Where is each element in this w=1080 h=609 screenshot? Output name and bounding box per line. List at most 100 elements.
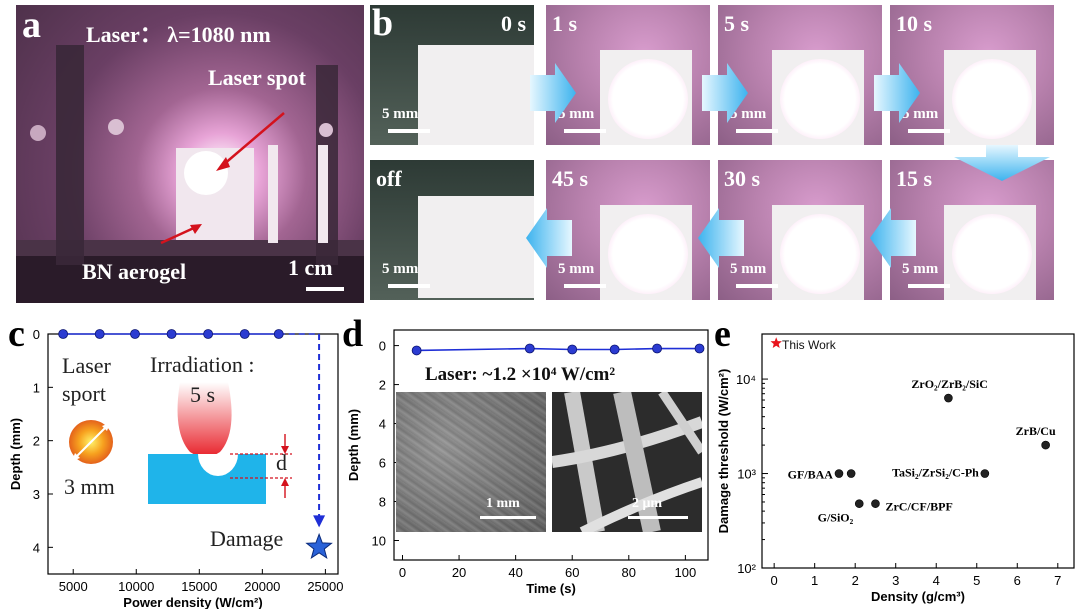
- data-point: [652, 343, 662, 354]
- frame-scale-bar: [388, 129, 430, 133]
- damage-crater: [198, 454, 238, 476]
- frame-scale-bar: [908, 129, 950, 133]
- panel-d-label: d: [342, 313, 364, 355]
- data-point: [94, 329, 105, 339]
- data-point: [834, 469, 844, 478]
- panel-e: e 0 1 2 3 4 5 6 7 10² 10³ 10⁴ Density (g/cm³) Damage…: [712, 312, 1080, 609]
- data-point: [203, 329, 214, 339]
- y-tick-label: 6: [379, 456, 386, 471]
- frame-scale-bar: [564, 129, 606, 133]
- point-label: GF/BAA: [788, 468, 834, 482]
- x-tick-label: 10000: [118, 579, 154, 594]
- depth-vs-power-chart: 5000 10000 15000 20000 25000 0 1 2 3 4 Power densi…: [8, 327, 343, 609]
- y-axis-label: Depth (mm): [8, 418, 23, 490]
- laser-power-note: Laser: ~1.2 ×10⁴ W/cm²: [425, 364, 616, 385]
- point-label: ZrB/Cu: [1016, 424, 1056, 438]
- x-tick-label: 60: [565, 565, 579, 580]
- y-tick-label: 2: [33, 434, 40, 449]
- x-axis-label: Power density (W/cm²): [123, 595, 262, 609]
- sequence-arrows: [526, 63, 1050, 268]
- frame-1s: 1 s 5 mm: [546, 5, 710, 145]
- data-point: [854, 499, 864, 508]
- y-axis-label: Depth (mm): [346, 409, 361, 481]
- panel-a-scene: [16, 45, 364, 303]
- frame-time: 15 s: [896, 166, 933, 191]
- frame-scale-label: 5 mm: [902, 261, 939, 277]
- point-label: ZrC/CF/BPF: [885, 500, 952, 514]
- data-point: [871, 499, 880, 508]
- frame-scale-label: 5 mm: [558, 261, 595, 277]
- frame-scale-bar: [564, 284, 606, 288]
- x-tick-label: 25000: [307, 579, 343, 594]
- panel-a-label: a: [22, 5, 41, 46]
- x-tick-label: 15000: [181, 579, 217, 594]
- data-point: [58, 329, 69, 339]
- y-tick-label: 3: [33, 487, 40, 502]
- data-point: [846, 469, 856, 478]
- series-line: [416, 347, 700, 352]
- data-point: [944, 393, 953, 403]
- frame-15s: 15 s 5 mm: [890, 160, 1054, 300]
- y-tick-label: 10: [372, 534, 386, 549]
- panel-a-scale-label: 1 cm: [288, 255, 333, 280]
- data-point: [694, 343, 705, 354]
- panel-c: c 5000 10000 15000 20000 25000 0 1 2 3 4 Power den…: [0, 312, 350, 609]
- y-tick-label: 4: [379, 417, 386, 432]
- legend-this-work: This Work: [782, 338, 836, 352]
- frame-time: off: [376, 166, 402, 191]
- data-point: [1041, 440, 1050, 450]
- frame-scale-bar: [736, 129, 778, 133]
- frame-scale-label: 5 mm: [902, 106, 939, 122]
- damage-threshold-chart: 0 1 2 3 4 5 6 7 10² 10³ 10⁴ Density (g/cm³) Damage t…: [716, 333, 1075, 604]
- x-tick-label: 7: [1054, 573, 1061, 588]
- arrow-right-icon: [702, 63, 748, 123]
- data-point: [567, 344, 578, 355]
- data-point: [609, 344, 620, 355]
- data-point: [980, 469, 990, 478]
- data-point: [166, 329, 177, 339]
- bn-aerogel-label: BN aerogel: [82, 259, 187, 284]
- x-tick-label: 6: [1014, 573, 1021, 588]
- panel-b-sequence: 0 s 5 mm 1 s 5 mm 5 s 5 mm 10 s 5 mm off…: [370, 2, 1065, 305]
- x-tick-label: 1: [811, 573, 818, 588]
- frame-scale-label: 5 mm: [730, 106, 767, 122]
- frame-10s: 10 s 5 mm: [890, 5, 1054, 145]
- y-tick-label: 4: [33, 540, 40, 555]
- point-label: G/SiO₂: [818, 511, 854, 525]
- laser-spot-label: Laser spot: [208, 65, 306, 90]
- this-work-star-icon: [770, 337, 782, 348]
- irradiation-duration: 5 s: [190, 382, 216, 407]
- x-tick-label: 3: [892, 573, 899, 588]
- irradiation-label: Irradiation :: [150, 352, 255, 377]
- point-label: ZrO₂/ZrB₂/SiC: [911, 377, 988, 391]
- y-tick-label: 10⁴: [736, 372, 756, 387]
- sem-left-scale-bar: [480, 516, 536, 519]
- y-tick-label: 8: [379, 495, 386, 510]
- data-point: [524, 343, 535, 354]
- laser-sport-line: sport: [62, 381, 106, 406]
- x-tick-label: 40: [508, 565, 522, 580]
- panel-a-photo: a Laser： λ=1080 nm Laser spot BN aerogel…: [16, 5, 364, 303]
- x-tick-label: 20000: [244, 579, 280, 594]
- arrow-right-icon: [874, 63, 920, 123]
- panel-b-label: b: [372, 2, 394, 44]
- sem-image-low-mag: 1 mm: [396, 392, 546, 532]
- y-tick-label: 0: [33, 327, 40, 342]
- arrow-left-icon: [870, 208, 916, 268]
- frame-scale-label: 5 mm: [558, 106, 595, 122]
- arrow-left-icon: [698, 208, 744, 268]
- plot-frame: [393, 329, 709, 561]
- data-point: [273, 329, 284, 339]
- laser-wavelength-text: Laser： λ=1080 nm: [86, 22, 271, 47]
- arrow-left-icon: [526, 208, 572, 268]
- frame-off: off 5 mm: [370, 160, 534, 300]
- x-tick-label: 2: [852, 573, 859, 588]
- x-tick-label: 20: [452, 565, 466, 580]
- sem-right-scale-label: 2 μm: [632, 496, 663, 511]
- x-axis-label: Density (g/cm³): [871, 589, 965, 604]
- y-tick-label: 1: [33, 380, 40, 395]
- arrow-right-icon: [530, 63, 576, 123]
- frame-scale-bar: [736, 284, 778, 288]
- x-tick-label: 5: [973, 573, 980, 588]
- point-label: TaSi₂/ZrSi₂/C-Ph: [892, 466, 979, 480]
